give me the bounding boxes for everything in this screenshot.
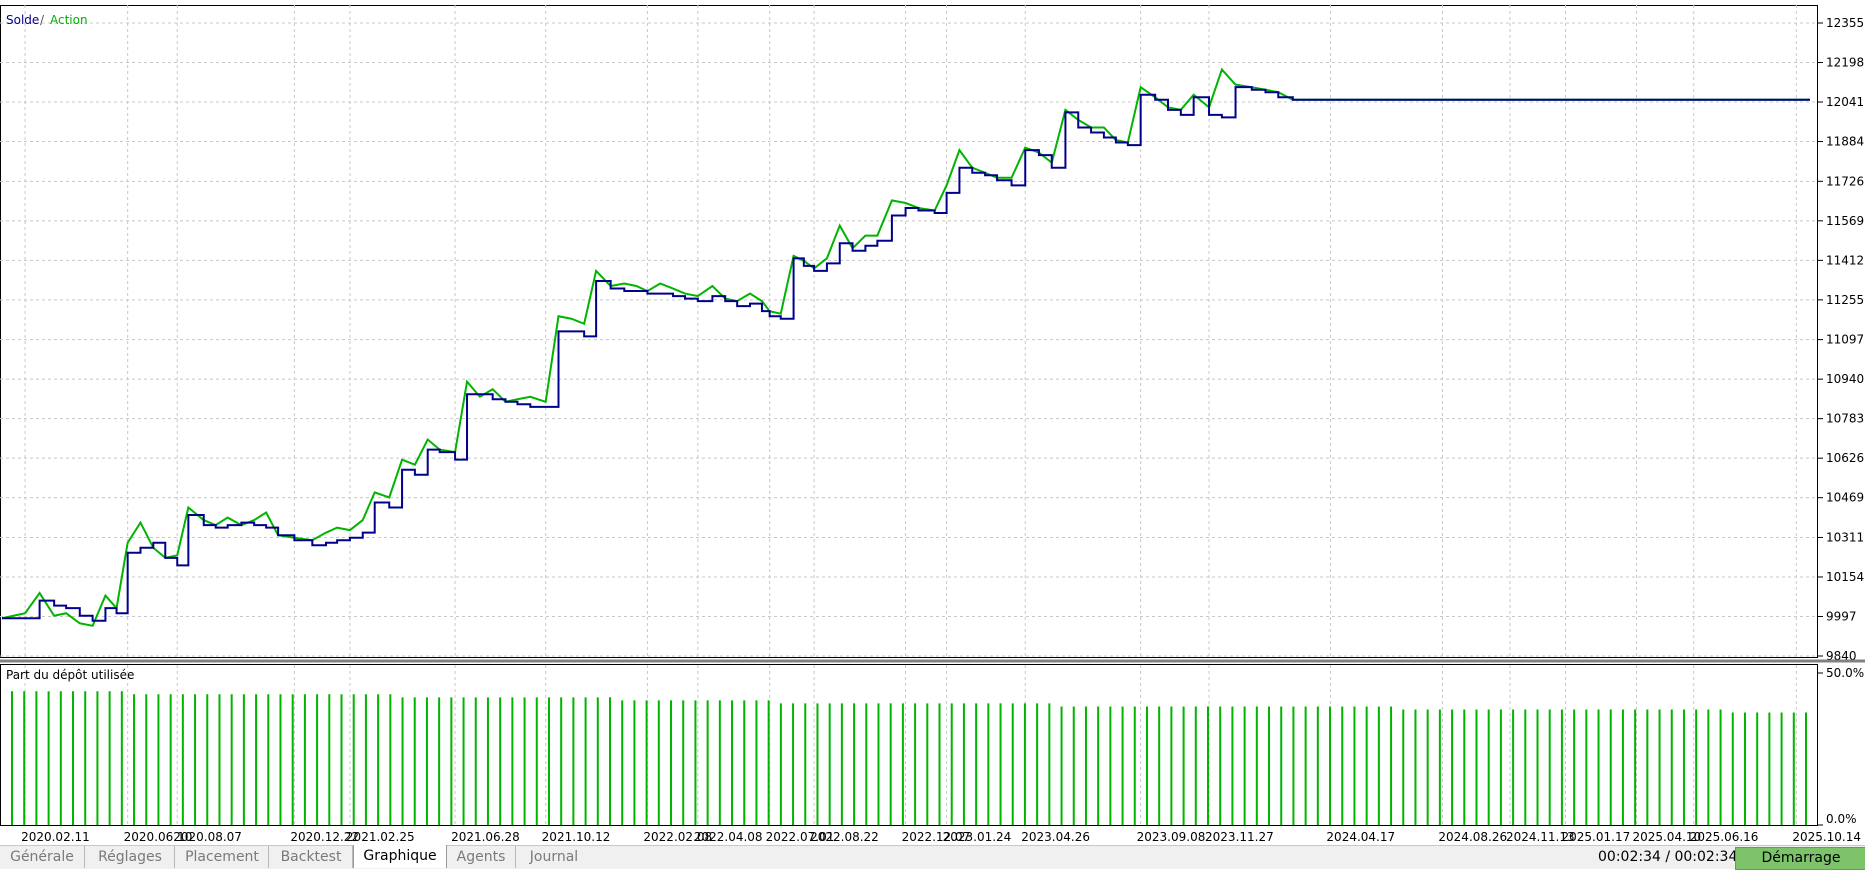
legend-balance: Solde <box>6 13 39 27</box>
x-tick-label: 2025.04.10 <box>1632 830 1701 844</box>
x-tick-label: 2022.07.01 <box>766 830 835 844</box>
y-tick-label: 11884 <box>1826 135 1864 149</box>
x-tick-label: 2020.08.07 <box>173 830 242 844</box>
balance-equity-plot <box>0 5 1818 658</box>
x-tick-label: 2025.10.14 <box>1792 830 1861 844</box>
x-tick-label: 2022.04.08 <box>694 830 763 844</box>
deposit-y-tick-label: 0.0% <box>1826 812 1857 826</box>
deposit-usage-plot <box>0 664 1818 826</box>
y-tick-label: 11412 <box>1826 253 1864 267</box>
equity-chart: 12355 12198 12041 11884 11726 11569 11412 11255… <box>0 5 1865 844</box>
y-tick-label: 10626 <box>1826 451 1864 465</box>
y-tick-label: 12355 <box>1826 16 1864 30</box>
x-tick-label: 2021.06.28 <box>451 830 520 844</box>
deposit-usage-title: Part du dépôt utilisée <box>6 668 134 682</box>
y-tick-label: 10940 <box>1826 372 1864 386</box>
x-tick-label: 2023.11.27 <box>1205 830 1274 844</box>
series-line-solde <box>2 86 1810 622</box>
start-button[interactable]: Démarrage <box>1735 847 1865 870</box>
tab-chart[interactable]: Graphique <box>353 845 447 868</box>
x-tick-label: 2020.12.22 <box>290 830 359 844</box>
tab-agents[interactable]: Agents <box>447 846 516 868</box>
x-tick-label: 2020.02.11 <box>21 830 90 844</box>
chart-legend: Solde / Action <box>6 13 88 27</box>
x-tick-label: 2021.10.12 <box>542 830 611 844</box>
y-tick-label: 11726 <box>1826 174 1864 188</box>
y-tick-label: 11569 <box>1826 214 1864 228</box>
x-tick-label: 2022.02.08 <box>643 830 712 844</box>
x-tick-label: 2023.04.26 <box>1021 830 1090 844</box>
x-tick-label: 2022.12.07 <box>902 830 971 844</box>
x-tick-label: 2023.01.24 <box>943 830 1012 844</box>
legend-separator: / <box>40 13 45 27</box>
y-tick-label: 11097 <box>1826 333 1864 347</box>
x-tick-label: 2022.08.22 <box>810 830 879 844</box>
tab-backtest[interactable]: Backtest <box>270 846 353 868</box>
x-tick-label: 2020.06.10 <box>124 830 193 844</box>
y-tick-label: 10469 <box>1826 491 1864 505</box>
x-tick-label: 2024.08.26 <box>1438 830 1507 844</box>
test-timer: 00:02:34 / 00:02:34 <box>1598 849 1738 865</box>
main-plot-frame <box>0 5 1818 658</box>
deposit-y-tick-label: 50.0% <box>1826 666 1864 680</box>
y-tick-label: 10311 <box>1826 530 1864 544</box>
y-tick-label: 10783 <box>1826 412 1864 426</box>
sub-plot-frame <box>0 664 1818 826</box>
deposit-y-axis: 50.0% 0.0% <box>1818 666 1864 826</box>
balance-y-axis: 12355 12198 12041 11884 11726 11569 11412 11255… <box>1818 16 1864 663</box>
x-tick-label: 2023.09.08 <box>1137 830 1206 844</box>
y-tick-label: 12041 <box>1826 95 1864 109</box>
tester-tab-bar: Générale Réglages Placement Backtest Gra… <box>0 845 1865 870</box>
x-tick-label: 2025.01.17 <box>1562 830 1631 844</box>
x-tick-label: 2025.06.16 <box>1690 830 1759 844</box>
x-tick-label: 2021.02.25 <box>346 830 415 844</box>
tab-placement[interactable]: Placement <box>176 846 269 868</box>
y-tick-label: 9997 <box>1826 609 1857 623</box>
y-tick-label: 11255 <box>1826 293 1864 307</box>
x-tick-label: 2024.11.13 <box>1506 830 1575 844</box>
legend-equity: Action <box>50 13 88 27</box>
tab-general[interactable]: Générale <box>0 846 85 868</box>
y-tick-label: 12198 <box>1826 56 1864 70</box>
y-tick-label: 10154 <box>1826 570 1864 584</box>
tab-settings[interactable]: Réglages <box>86 846 175 868</box>
x-tick-label: 2024.04.17 <box>1326 830 1395 844</box>
tab-journal[interactable]: Journal <box>529 849 579 865</box>
